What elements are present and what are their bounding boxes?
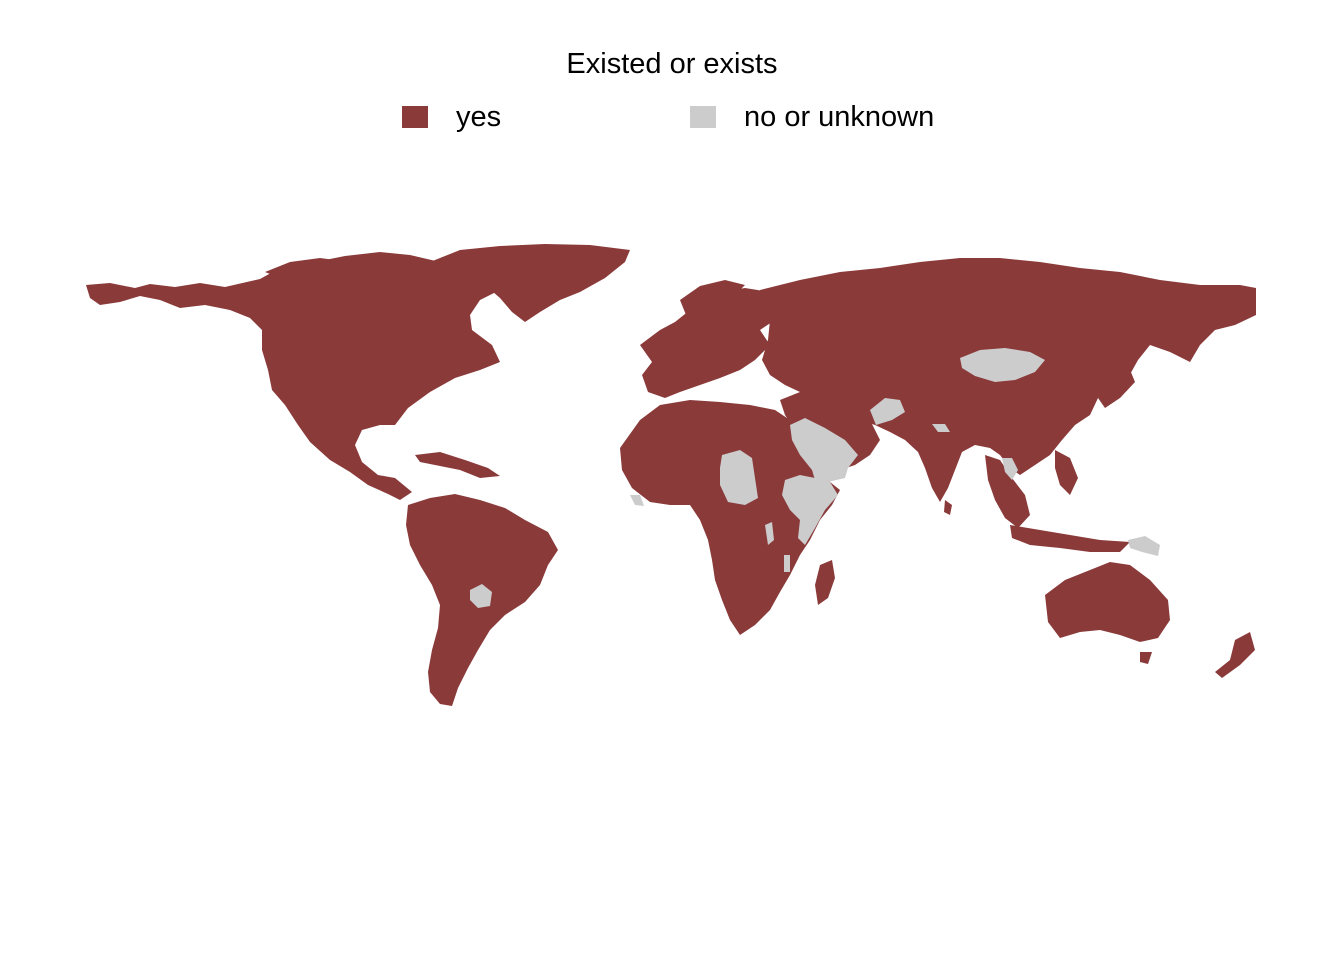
legend-item-no-or-unknown: no or unknown xyxy=(690,100,934,134)
region-sri-lanka xyxy=(944,500,952,515)
region-scandinavia xyxy=(680,280,745,325)
legend-label-no-or-unknown: no or unknown xyxy=(744,100,935,133)
map-regions-no-or-unknown xyxy=(470,348,1160,608)
region-afghanistan xyxy=(870,398,905,425)
region-paraguay xyxy=(470,584,492,608)
region-uk xyxy=(655,330,676,356)
region-papua-new-guinea xyxy=(1128,536,1160,556)
legend-title: Existed or exists xyxy=(566,48,778,80)
region-chad xyxy=(720,450,758,505)
map-legend: Existed or exists yes no or unknown xyxy=(0,0,1344,160)
region-arctic-islands xyxy=(265,258,370,282)
region-tasmania xyxy=(1140,652,1152,664)
region-caribbean xyxy=(415,452,500,478)
region-philippines xyxy=(1055,450,1078,495)
region-southeast-asia xyxy=(985,455,1030,528)
region-bhutan xyxy=(932,424,950,432)
region-southern-africa-grey xyxy=(784,555,790,572)
legend-label-yes: yes xyxy=(456,100,502,133)
region-australia xyxy=(1045,562,1170,642)
region-new-zealand xyxy=(1215,632,1255,678)
map-regions-yes xyxy=(86,244,1256,706)
region-indonesia xyxy=(1010,525,1130,552)
region-ethiopia-somalia xyxy=(782,475,838,545)
legend-swatch-no-or-unknown xyxy=(690,106,716,128)
region-greenland xyxy=(430,244,630,322)
legend-swatch-yes xyxy=(402,106,428,128)
region-guinea-bissau xyxy=(630,495,644,506)
region-mongolia xyxy=(960,348,1045,382)
region-africa xyxy=(620,400,840,635)
region-north-america xyxy=(86,252,500,500)
region-europe xyxy=(640,288,780,398)
region-yemen xyxy=(812,468,848,482)
region-japan xyxy=(1098,355,1135,408)
region-east-africa-grey xyxy=(765,522,774,545)
region-saudi-arabia xyxy=(790,418,858,475)
region-madagascar xyxy=(815,560,835,605)
region-laos xyxy=(1002,458,1018,480)
legend-item-yes: yes xyxy=(402,100,501,134)
